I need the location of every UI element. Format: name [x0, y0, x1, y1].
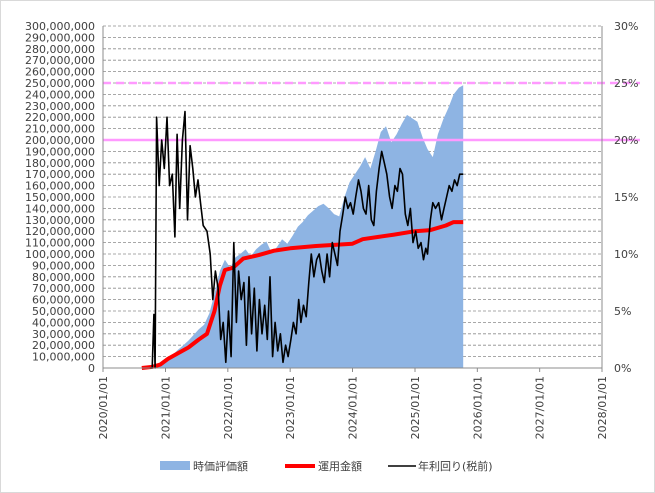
x-tick-label: 2023/01/01 — [284, 376, 297, 439]
left-tick-label: 0 — [88, 362, 95, 375]
left-tick-label: 170,000,000 — [25, 168, 95, 181]
left-tick-label: 10,000,000 — [32, 351, 95, 364]
left-tick-label: 300,000,000 — [25, 20, 95, 33]
market-value-area — [147, 85, 464, 369]
right-tick-label: 5% — [614, 305, 631, 318]
left-tick-label: 60,000,000 — [32, 294, 95, 307]
gridlines — [103, 25, 602, 358]
left-tick-label: 50,000,000 — [32, 305, 95, 318]
left-axis-tick-labels: 010,000,00020,000,00030,000,00040,000,00… — [25, 20, 95, 375]
reference-lines — [103, 81, 640, 142]
left-tick-label: 160,000,000 — [25, 180, 95, 193]
left-tick-label: 70,000,000 — [32, 282, 95, 295]
axes — [102, 26, 603, 372]
x-tick-label: 2021/01/01 — [160, 376, 173, 439]
left-tick-label: 270,000,000 — [25, 54, 95, 67]
left-tick-label: 260,000,000 — [25, 66, 95, 79]
x-axis-tick-labels: 2020/01/01 2021/01/01 2022/01/01 2023/01/01… — [97, 376, 609, 439]
series-lines — [141, 110, 464, 370]
legend-label: 時価評価額 — [193, 459, 248, 473]
x-tick-label: 2020/01/01 — [97, 376, 110, 439]
right-axis-tick-labels: 0% 5% 10% 15% 20% 25% 30% — [614, 20, 638, 375]
annual-yield-line — [149, 110, 464, 369]
right-tick-label: 15% — [614, 191, 638, 204]
market-value-area-group — [147, 85, 464, 369]
x-tick-label: 2025/01/01 — [409, 376, 422, 439]
legend-label: 運用金額 — [318, 459, 362, 473]
left-tick-label: 180,000,000 — [25, 157, 95, 170]
legend-label: 年利回り(税前) — [418, 459, 493, 473]
left-tick-label: 190,000,000 — [25, 145, 95, 158]
left-tick-label: 280,000,000 — [25, 43, 95, 56]
left-tick-label: 110,000,000 — [25, 237, 95, 250]
left-tick-label: 30,000,000 — [32, 328, 95, 341]
x-tick-label: 2027/01/01 — [534, 376, 547, 439]
left-tick-label: 250,000,000 — [25, 77, 95, 90]
left-tick-label: 140,000,000 — [25, 202, 95, 215]
right-tick-label: 30% — [614, 20, 638, 33]
left-tick-label: 130,000,000 — [25, 214, 95, 227]
left-tick-label: 150,000,000 — [25, 191, 95, 204]
left-tick-label: 200,000,000 — [25, 134, 95, 147]
x-tick-label: 2026/01/01 — [471, 376, 484, 439]
left-tick-label: 240,000,000 — [25, 88, 95, 101]
right-tick-label: 20% — [614, 134, 638, 147]
left-tick-label: 230,000,000 — [25, 100, 95, 113]
left-tick-label: 90,000,000 — [32, 259, 95, 272]
left-tick-label: 100,000,000 — [25, 248, 95, 261]
left-tick-label: 20,000,000 — [32, 339, 95, 352]
left-tick-label: 220,000,000 — [25, 111, 95, 124]
legend: 時価評価額 運用金額 年利回り(税前) — [160, 459, 493, 473]
x-tick-label: 2028/01/01 — [596, 376, 609, 439]
left-tick-label: 120,000,000 — [25, 225, 95, 238]
left-tick-label: 40,000,000 — [32, 316, 95, 329]
left-tick-label: 210,000,000 — [25, 123, 95, 136]
x-tick-label: 2024/01/01 — [347, 376, 360, 439]
legend-swatch-market-value — [160, 461, 190, 470]
left-tick-label: 80,000,000 — [32, 271, 95, 284]
right-tick-label: 10% — [614, 248, 638, 261]
left-tick-label: 290,000,000 — [25, 31, 95, 44]
x-tick-label: 2022/01/01 — [222, 376, 235, 439]
right-tick-label: 0% — [614, 362, 631, 375]
right-tick-label: 25% — [614, 77, 638, 90]
